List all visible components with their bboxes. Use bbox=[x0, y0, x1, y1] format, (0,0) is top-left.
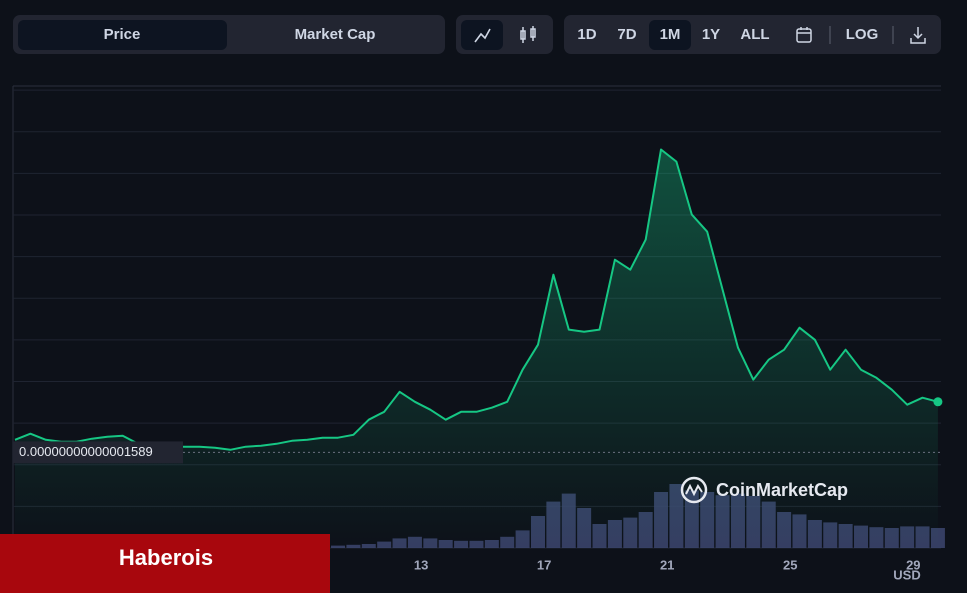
log-button[interactable]: LOG bbox=[846, 26, 879, 43]
range-7d[interactable]: 7D bbox=[617, 26, 636, 43]
toolbar: Price Market Cap 1D 7D 1M 1Y ALL LOG bbox=[13, 15, 941, 54]
x-tick-label: 13 bbox=[414, 557, 428, 572]
range-1m[interactable]: 1M bbox=[660, 26, 681, 43]
tab-price[interactable]: Price bbox=[104, 26, 141, 43]
x-tick-label: 29 bbox=[906, 557, 920, 572]
range-all[interactable]: ALL bbox=[740, 26, 769, 43]
watermark: CoinMarketCap bbox=[680, 476, 848, 504]
watermark-text: CoinMarketCap bbox=[716, 480, 848, 500]
tab-market-cap[interactable]: Market Cap bbox=[295, 26, 376, 43]
range-active[interactable] bbox=[649, 20, 691, 50]
range-1d[interactable]: 1D bbox=[577, 26, 596, 43]
price-label: 0.00000000000001589 bbox=[19, 444, 153, 459]
range-1y[interactable]: 1Y bbox=[702, 26, 720, 43]
tab-active[interactable] bbox=[18, 20, 227, 50]
price-area bbox=[15, 149, 938, 548]
download-icon[interactable] bbox=[910, 27, 926, 44]
price-label-box bbox=[13, 441, 183, 464]
x-tick-label: 25 bbox=[783, 557, 797, 572]
calendar-icon[interactable] bbox=[796, 27, 812, 43]
last-price-dot bbox=[933, 397, 943, 407]
banner bbox=[0, 534, 330, 593]
price: 0.00000000000001589 bbox=[13, 148, 943, 548]
x-tick-label: 21 bbox=[660, 557, 674, 572]
line-icon bbox=[474, 28, 491, 43]
x-tick-label: 17 bbox=[537, 557, 551, 572]
candle-icon[interactable] bbox=[520, 26, 536, 43]
banner-text: Haberois bbox=[119, 545, 213, 570]
currency-label: USD bbox=[893, 567, 920, 582]
